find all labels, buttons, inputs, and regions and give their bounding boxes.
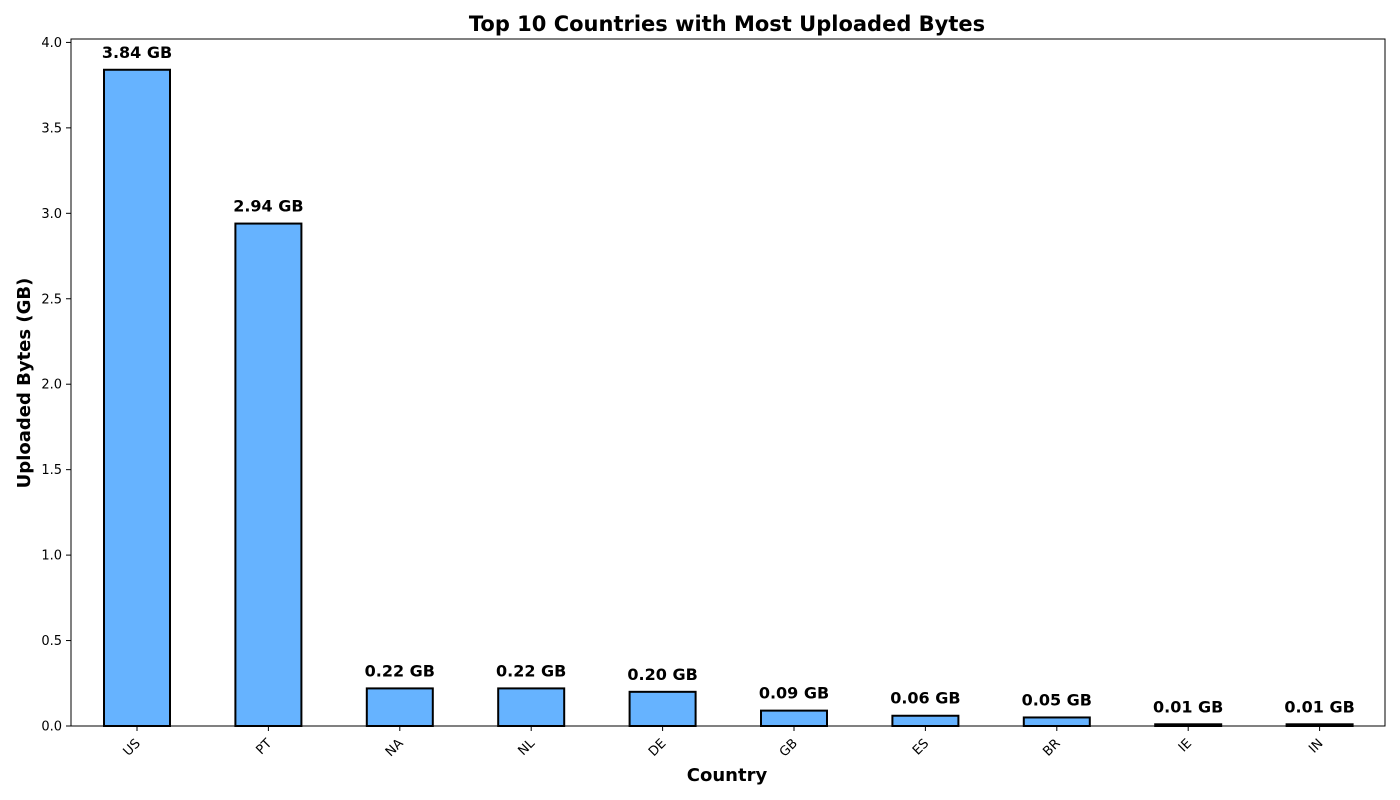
y-tick-label: 1.5	[41, 463, 62, 478]
x-tick-label: NL	[515, 736, 538, 759]
x-tick-label: US	[121, 736, 144, 759]
x-tick-label: IN	[1306, 736, 1326, 756]
x-tick-label: GB	[777, 736, 801, 760]
y-axis-label: Uploaded Bytes (GB)	[14, 278, 35, 489]
bar-value-label: 3.84 GB	[102, 43, 172, 62]
bar-de	[628, 690, 697, 728]
y-tick-label: 3.5	[41, 121, 62, 136]
bar-us	[103, 68, 171, 728]
bar-value-label: 0.05 GB	[1022, 690, 1092, 709]
y-tick-label: 0.0	[41, 720, 62, 735]
bar-value-label: 0.06 GB	[890, 689, 960, 708]
x-tick-label: DE	[646, 736, 670, 760]
bar-es	[891, 714, 960, 728]
bar-value-label: 0.01 GB	[1153, 697, 1223, 716]
bar-value-label: 0.01 GB	[1284, 697, 1354, 716]
x-axis-label: Country	[687, 765, 768, 786]
x-tick-label: ES	[910, 736, 932, 758]
bar-value-label: 0.22 GB	[365, 661, 435, 680]
bar-gb	[760, 709, 828, 727]
y-tick-label: 1.0	[41, 549, 62, 564]
bar-pt	[234, 222, 303, 727]
x-tick-label: NA	[383, 736, 407, 760]
plot-frame	[70, 38, 1386, 727]
bar-br	[1022, 716, 1091, 727]
plot-area: 0.0 0.5 1.0 1.5 2.0 2.5 3.0 3.5 4.0 3.84 GB US 2.94…	[41, 36, 1354, 760]
y-tick-label: 0.5	[41, 634, 62, 649]
bar-value-label: 0.20 GB	[627, 665, 697, 684]
chart-title: Top 10 Countries with Most Uploaded Byte…	[469, 12, 985, 36]
y-tick-label: 3.0	[41, 207, 62, 222]
x-tick-label: IE	[1176, 736, 1195, 755]
bar-nl	[497, 687, 566, 728]
y-tick-label: 2.0	[41, 378, 62, 393]
bar-na	[365, 687, 434, 728]
y-tick-label: 4.0	[41, 36, 62, 51]
x-tick-label: BR	[1040, 736, 1063, 759]
bar-value-label: 2.94 GB	[233, 197, 303, 216]
bar-value-label: 0.22 GB	[496, 661, 566, 680]
bar-value-label: 0.09 GB	[759, 684, 829, 703]
y-tick-label: 2.5	[41, 292, 62, 307]
x-tick-label: PT	[253, 736, 275, 758]
